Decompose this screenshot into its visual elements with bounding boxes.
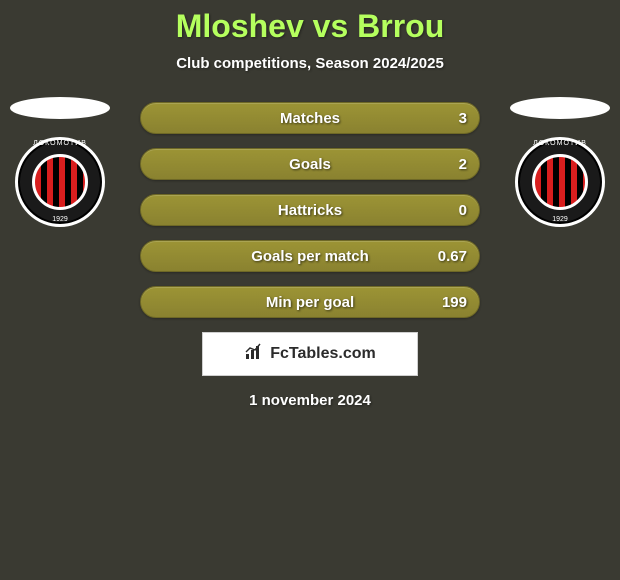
stat-bars: Matches 3 Goals 2 Hattricks 0 Goals per … [140,102,480,318]
stat-bar-hattricks: Hattricks 0 [140,194,480,226]
stat-bar-min-per-goal: Min per goal 199 [140,286,480,318]
stat-value-right: 0 [459,202,467,219]
content: ЛОКОМОТИВ 1929 ЛОКОМОТИВ 1929 Matches 3 … [0,102,620,409]
club-crest-right: ЛОКОМОТИВ 1929 [515,137,605,227]
brand-box[interactable]: FcTables.com [202,332,418,376]
placeholder-oval-left [10,97,110,119]
stat-label: Matches [280,110,340,127]
club-crest-left: ЛОКОМОТИВ 1929 [15,137,105,227]
stat-label: Min per goal [266,294,354,311]
stat-label: Goals [289,156,331,173]
date-text: 1 november 2024 [0,392,620,409]
stat-label: Hattricks [278,202,342,219]
stat-label: Goals per match [251,248,369,265]
stat-bar-matches: Matches 3 [140,102,480,134]
stat-bar-goals-per-match: Goals per match 0.67 [140,240,480,272]
subtitle: Club competitions, Season 2024/2025 [0,55,620,72]
crest-year: 1929 [515,216,605,223]
page-title: Mloshev vs Brrou [0,0,620,45]
player-badge-right: ЛОКОМОТИВ 1929 [510,97,610,227]
stat-value-right: 0.67 [438,248,467,265]
brand-name: FcTables.com [270,345,376,363]
chart-icon [244,343,264,366]
crest-ring-text: ЛОКОМОТИВ [515,140,605,147]
crest-year: 1929 [15,216,105,223]
player-badge-left: ЛОКОМОТИВ 1929 [10,97,110,227]
stat-value-right: 3 [459,110,467,127]
placeholder-oval-right [510,97,610,119]
crest-ring-text: ЛОКОМОТИВ [15,140,105,147]
stat-value-right: 199 [442,294,467,311]
stat-bar-goals: Goals 2 [140,148,480,180]
stat-value-right: 2 [459,156,467,173]
